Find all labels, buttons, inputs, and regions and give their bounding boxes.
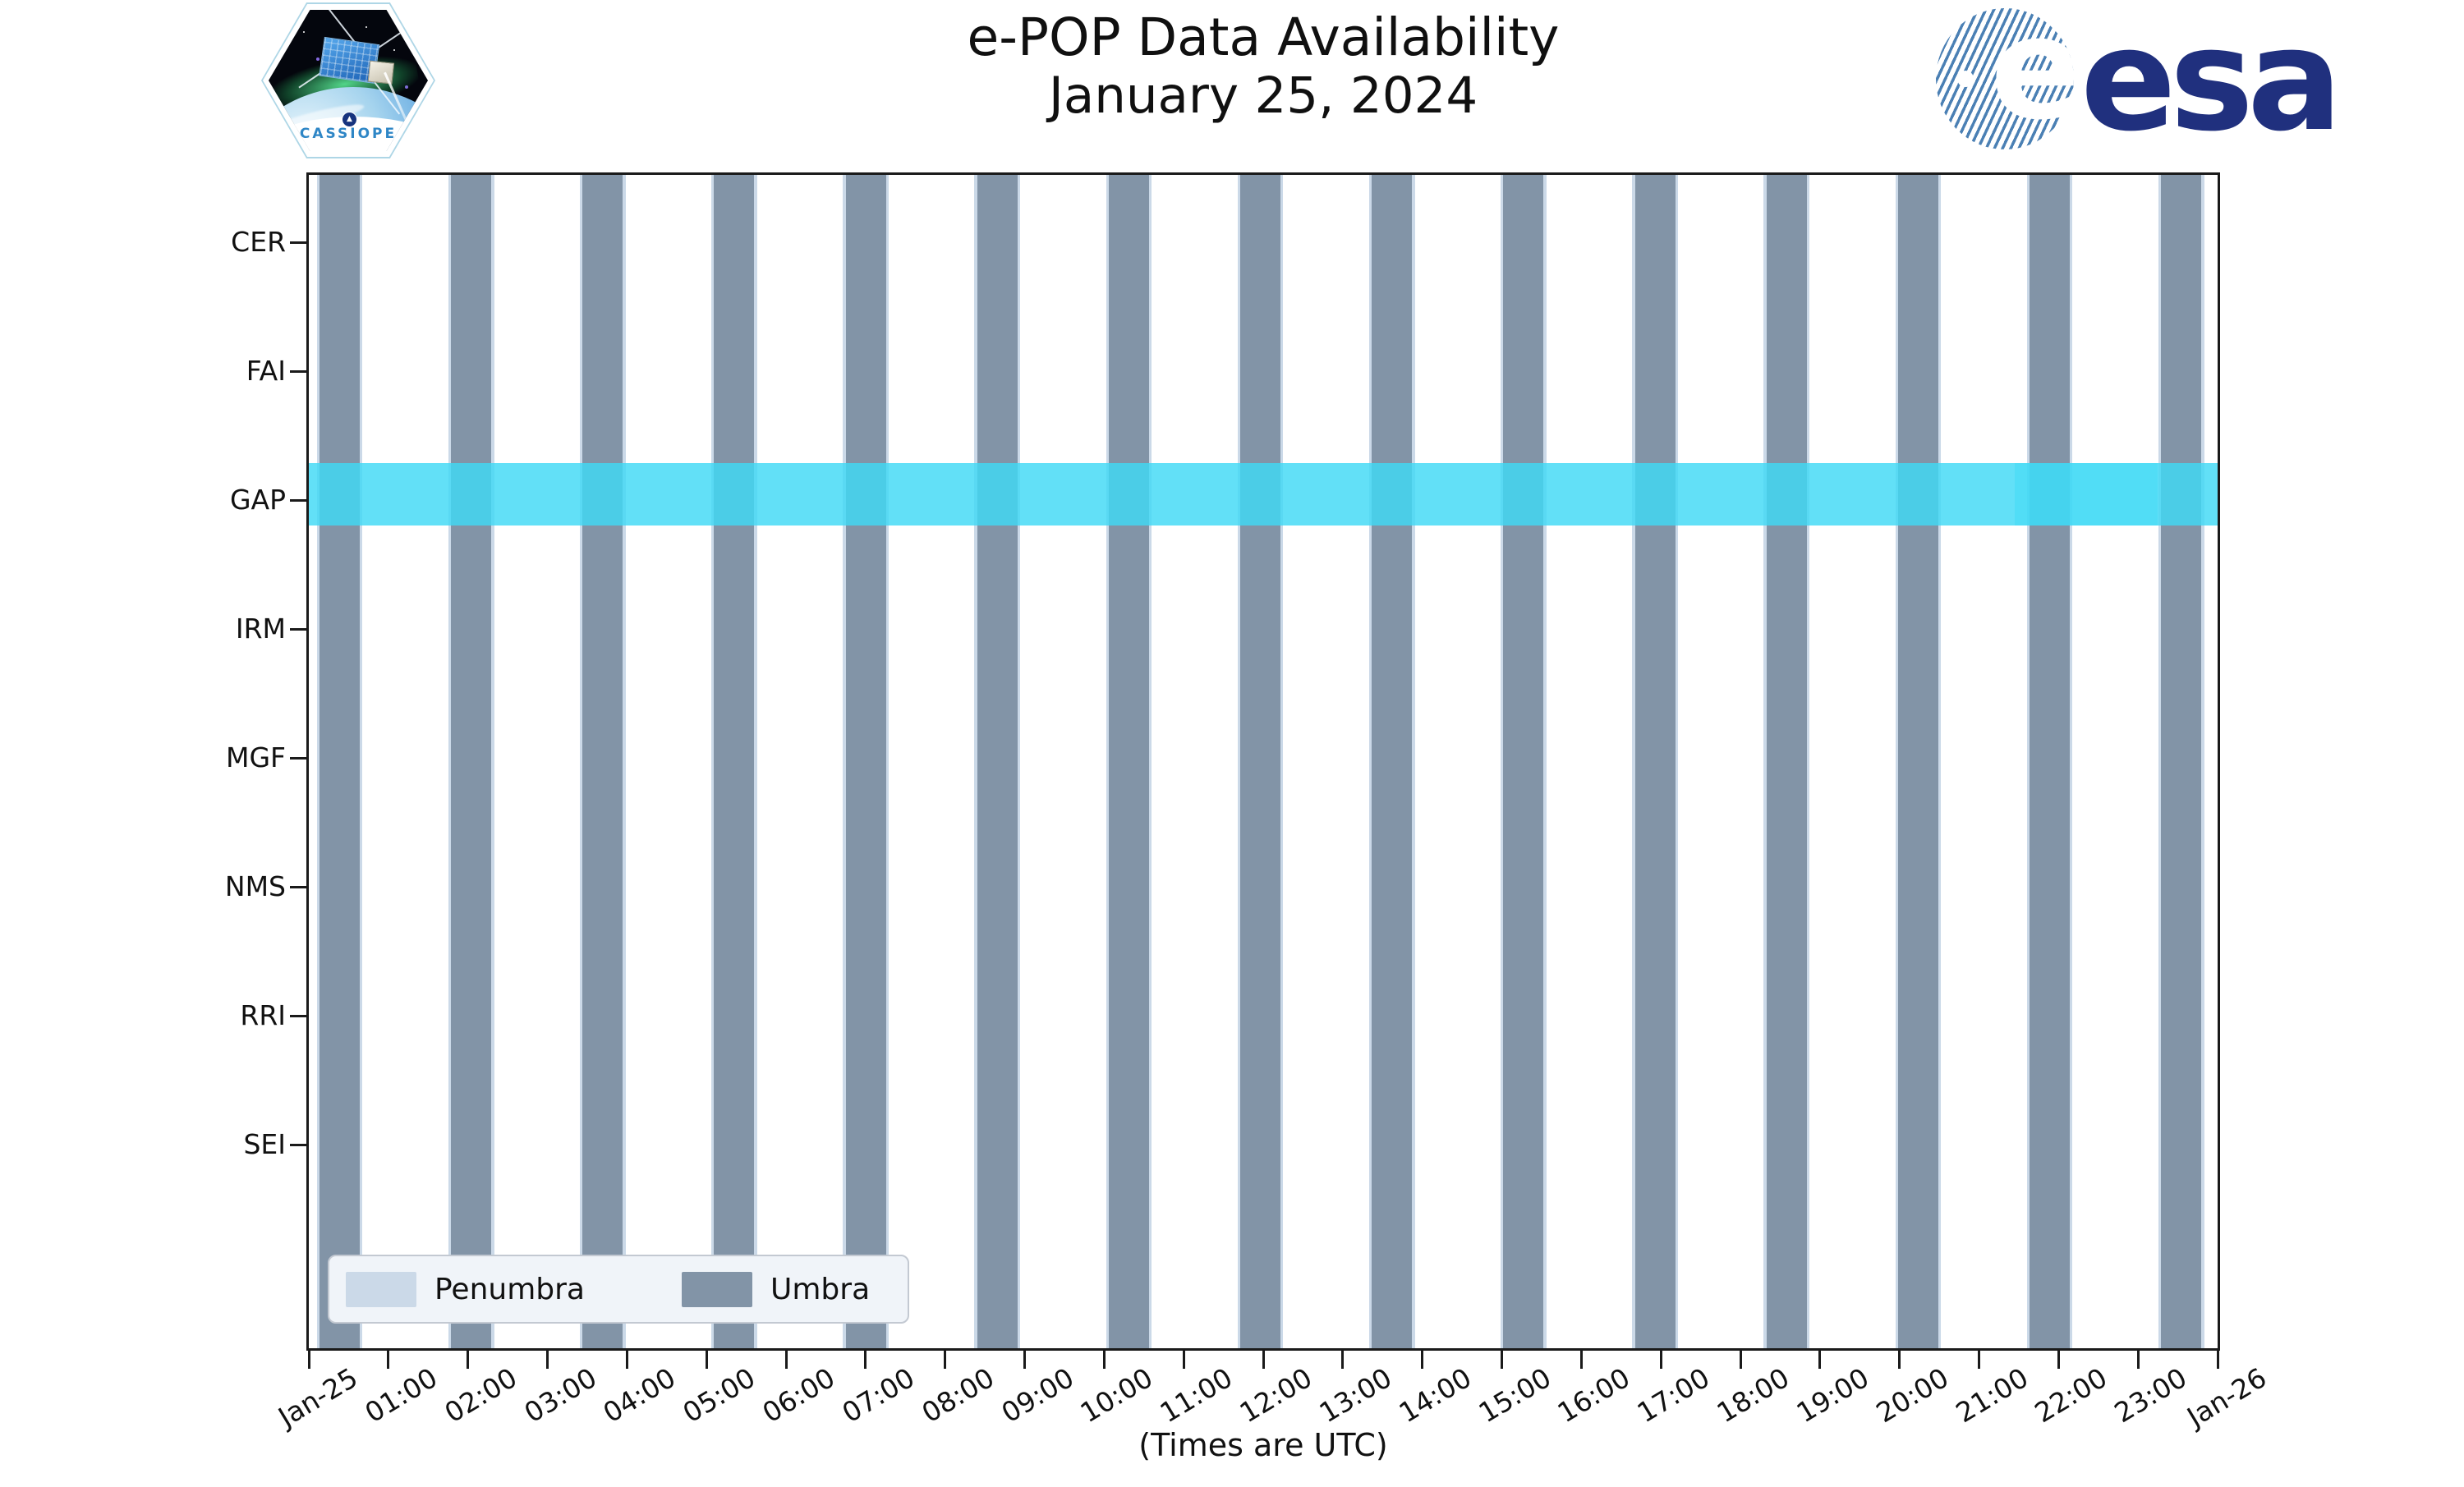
x-tick <box>1023 1351 1026 1369</box>
csa-roundel-icon: ▲ <box>342 112 357 127</box>
x-tick <box>387 1351 390 1369</box>
legend-item-umbra: Umbra <box>682 1271 871 1307</box>
umbra-bar <box>1372 175 1413 1348</box>
umbra-bar <box>1634 175 1676 1348</box>
y-tick-label: MGF <box>225 741 286 773</box>
x-tick <box>1421 1351 1424 1369</box>
y-tick <box>290 241 306 244</box>
xlabel-times-utc: (Times are UTC) <box>1138 1427 1388 1463</box>
y-tick-label: RRI <box>240 999 286 1031</box>
umbra-bar <box>1503 175 1544 1348</box>
plot-area <box>306 172 2220 1351</box>
umbra-bar <box>1897 175 1938 1348</box>
y-tick <box>290 885 306 888</box>
umbra-bar <box>582 175 623 1348</box>
x-tick <box>1182 1351 1185 1369</box>
x-tick <box>1818 1351 1822 1369</box>
cassiope-patch-icon: ▲ CASSIOPE <box>261 2 435 158</box>
x-tick <box>1501 1351 1503 1369</box>
x-tick <box>307 1351 310 1369</box>
umbra-bar <box>845 175 886 1348</box>
x-tick <box>1262 1351 1265 1369</box>
y-tick-label: NMS <box>224 870 286 902</box>
x-tick <box>546 1351 549 1369</box>
x-tick <box>864 1351 867 1369</box>
x-tick <box>1898 1351 1901 1369</box>
y-tick-label: FAI <box>246 355 286 387</box>
y-tick <box>290 369 306 373</box>
y-tick-label: CER <box>231 226 286 258</box>
x-tick <box>2057 1351 2060 1369</box>
x-tick <box>467 1351 470 1369</box>
esa-logo: e esa <box>1936 0 2342 163</box>
umbra-bar <box>1240 175 1281 1348</box>
x-tick <box>1659 1351 1662 1369</box>
umbra-bar <box>1766 175 1807 1348</box>
x-tick <box>1102 1351 1106 1369</box>
penumbra-swatch <box>346 1271 416 1307</box>
umbra-bar <box>2161 175 2202 1348</box>
legend-label-penumbra: Penumbra <box>434 1272 585 1306</box>
x-tick <box>1739 1351 1742 1369</box>
x-tick <box>2216 1351 2219 1369</box>
x-tick <box>1341 1351 1345 1369</box>
x-tick <box>2136 1351 2140 1369</box>
page-title: e-POP Data Availability <box>967 7 1560 67</box>
x-tick <box>944 1351 947 1369</box>
umbra-bar <box>319 175 360 1348</box>
gap-availability-layer <box>309 175 2218 1348</box>
x-tick <box>705 1351 708 1369</box>
legend: Penumbra Umbra <box>328 1255 909 1324</box>
esa-globe-letter: e <box>1990 8 2074 149</box>
patch-label: CASSIOPE <box>299 126 398 142</box>
gap-overlap-segment <box>2015 463 2158 525</box>
x-tick <box>625 1351 628 1369</box>
legend-item-penumbra: Penumbra <box>346 1271 585 1307</box>
page-subtitle: January 25, 2024 <box>1048 67 1478 125</box>
y-tick-label: IRM <box>235 613 286 645</box>
umbra-bar <box>977 175 1018 1348</box>
y-tick <box>290 1143 306 1146</box>
umbra-swatch <box>682 1271 752 1307</box>
y-tick <box>290 756 306 760</box>
y-tick <box>290 627 306 631</box>
esa-globe-icon: e <box>1936 8 2074 149</box>
esa-wordmark: esa <box>2080 0 2342 163</box>
umbra-bar <box>1108 175 1149 1348</box>
chart-title-block: e-POP Data Availability January 25, 2024 <box>306 8 2220 125</box>
umbra-bar <box>2030 175 2071 1348</box>
y-tick <box>290 498 306 502</box>
umbra-bar <box>451 175 492 1348</box>
x-tick <box>1978 1351 1980 1369</box>
legend-label-umbra: Umbra <box>770 1272 871 1306</box>
x-tick <box>1579 1351 1583 1369</box>
y-tick <box>290 1014 306 1017</box>
umbra-bar <box>714 175 755 1348</box>
y-tick-label: GAP <box>229 484 286 516</box>
y-tick-label: SEI <box>243 1128 286 1160</box>
x-tick <box>784 1351 788 1369</box>
eclipse-bars-layer <box>309 175 2218 1348</box>
gap-availability-band <box>309 463 2218 525</box>
